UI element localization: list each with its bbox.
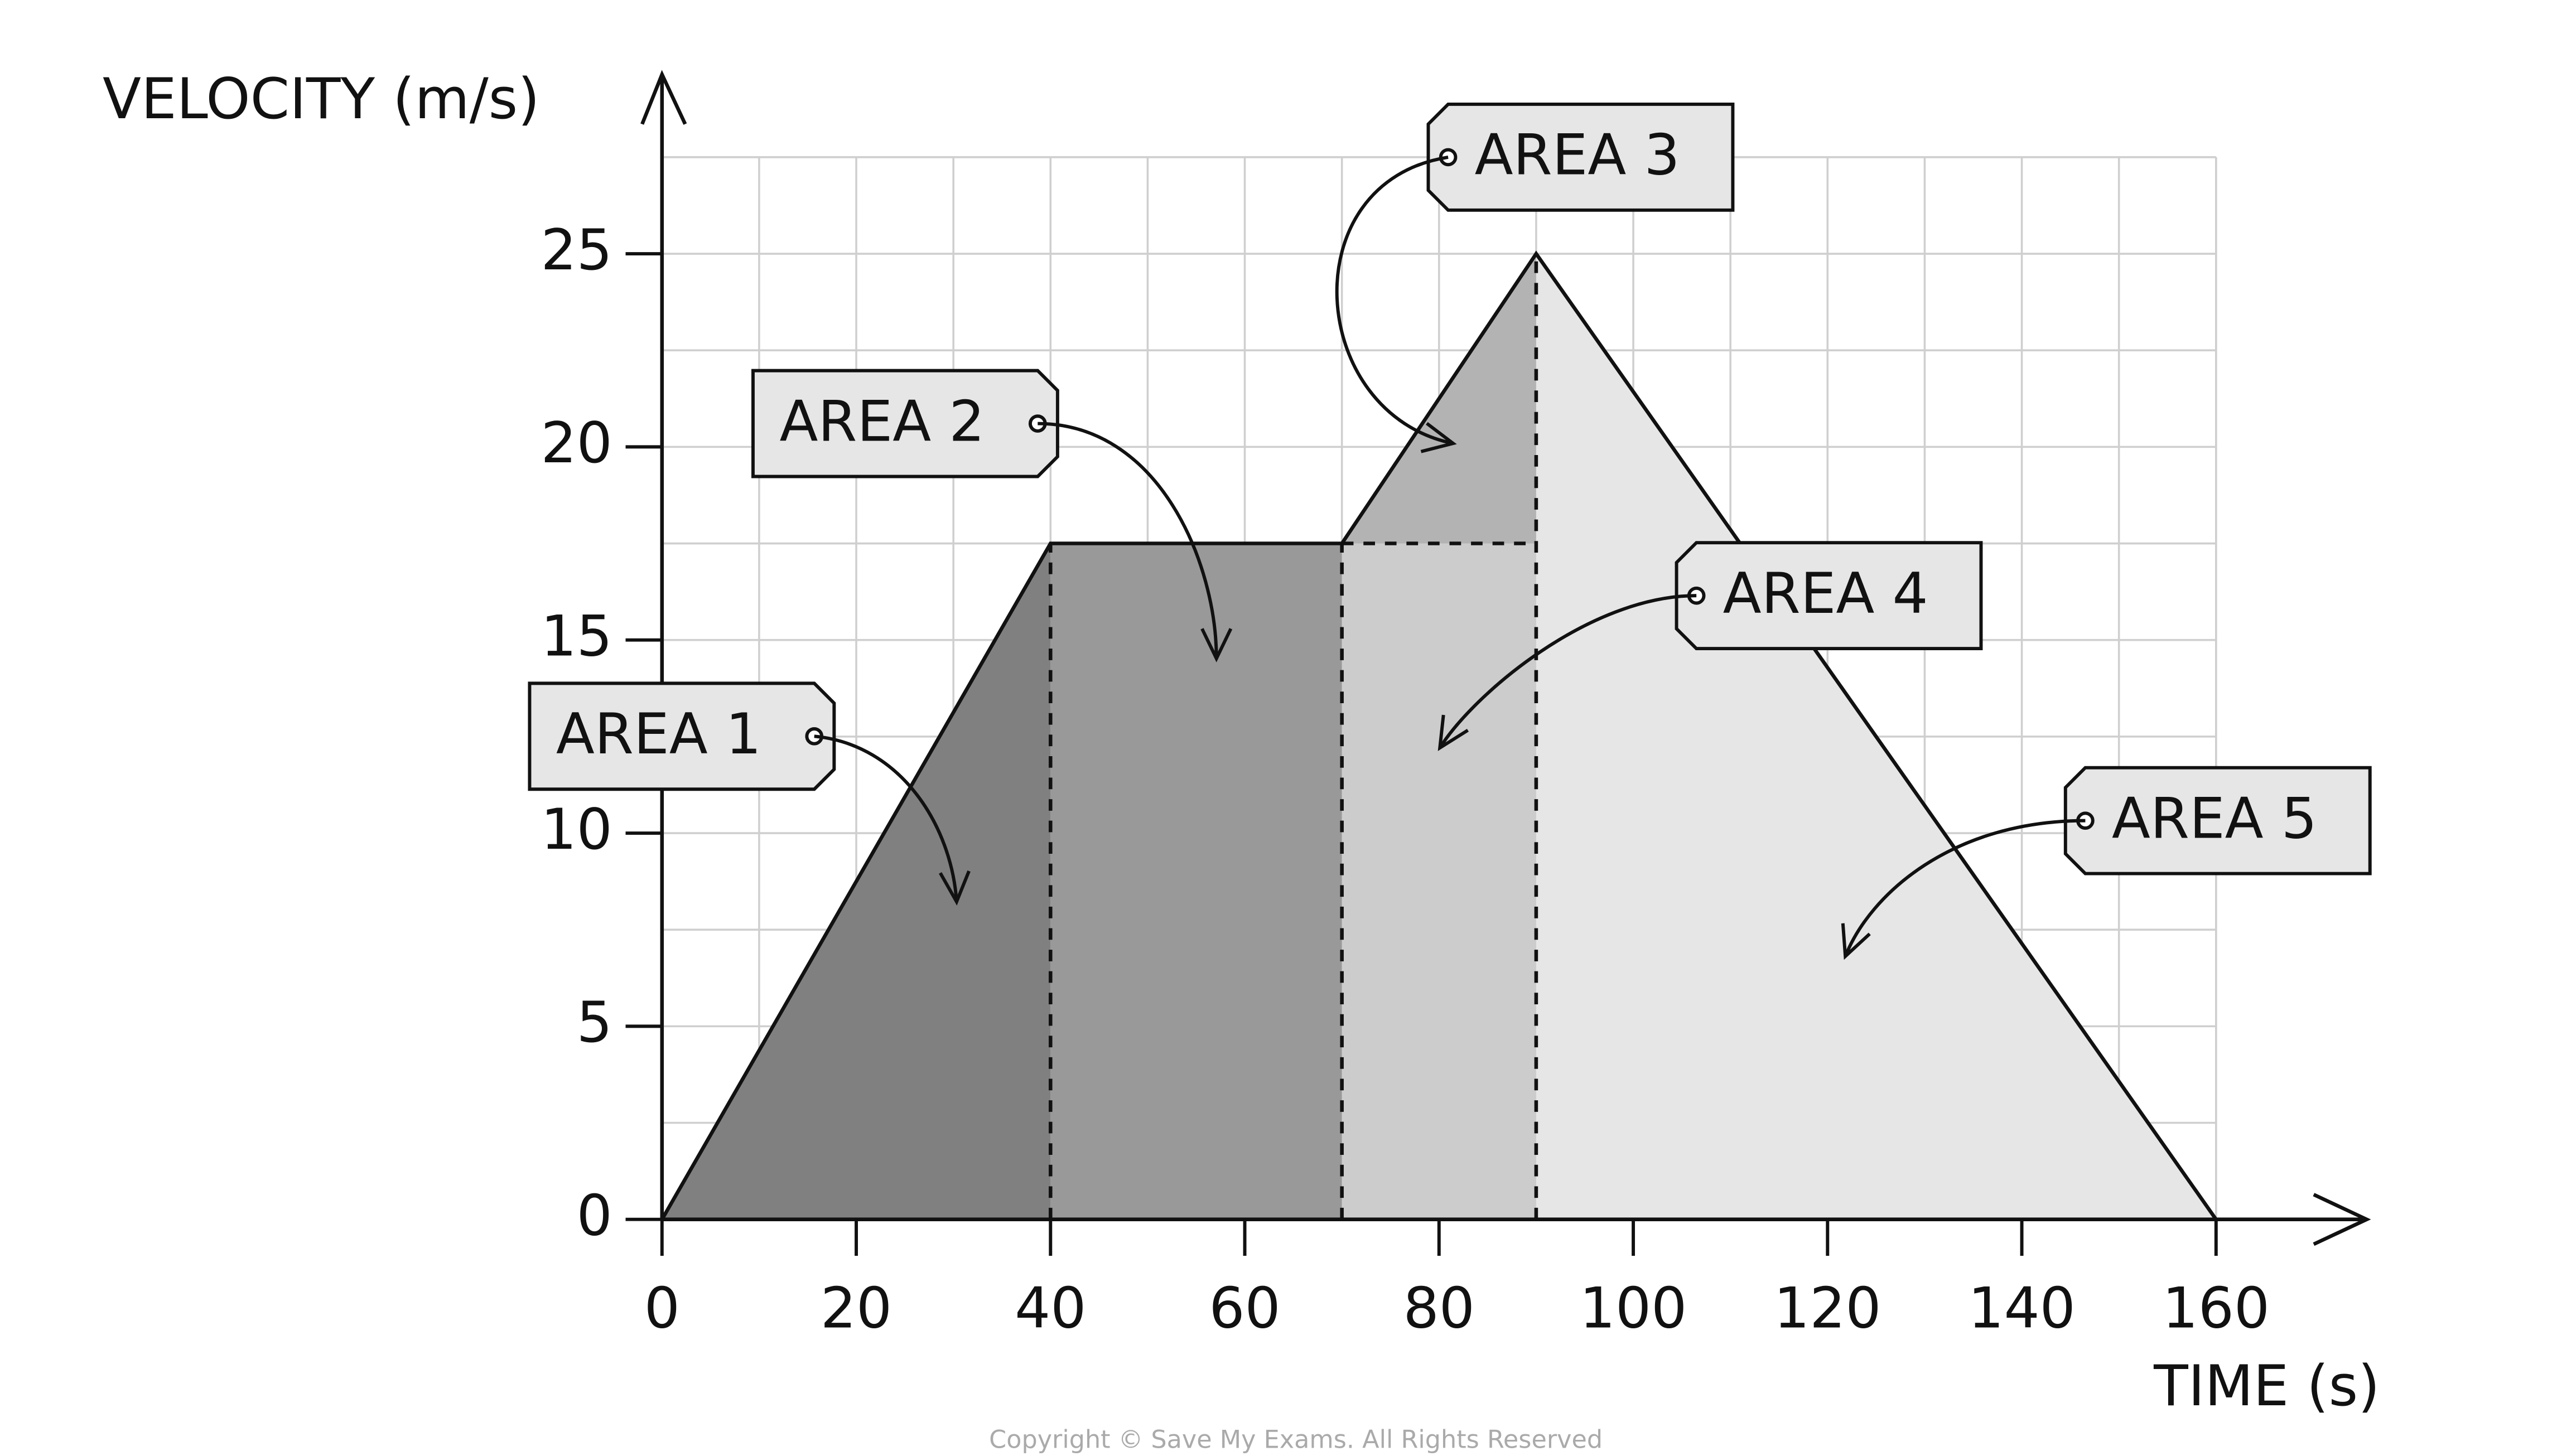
annotation-tag xyxy=(1426,102,1735,212)
arrow-head xyxy=(1437,714,1469,751)
annotation-label: AREA 4 xyxy=(1723,560,1928,626)
annotation-tag xyxy=(1675,541,1983,651)
x-tick-label: 40 xyxy=(1015,1275,1086,1341)
annotation-label: AREA 5 xyxy=(2112,785,2317,851)
x-tick-label: 80 xyxy=(1403,1275,1475,1341)
annotation-arrow xyxy=(1038,422,1218,659)
annotation-arrow xyxy=(1438,594,1697,749)
x-axis-arrow xyxy=(2313,1193,2371,1246)
x-tick-label: 160 xyxy=(2163,1275,2270,1341)
y-tick-label: 0 xyxy=(577,1183,612,1249)
x-axis-title: TIME (s) xyxy=(2153,1353,2380,1419)
annotation-tag xyxy=(751,369,1059,478)
arrow-head xyxy=(1420,422,1457,453)
x-tick-label: 100 xyxy=(1580,1275,1687,1341)
x-tick-label: 20 xyxy=(821,1275,892,1341)
x-tick-label: 120 xyxy=(1774,1275,1881,1341)
annotation-arrow xyxy=(814,734,958,902)
x-tick-label: 140 xyxy=(1968,1275,2076,1341)
y-axis-arrow xyxy=(640,70,687,125)
annotation-label: AREA 3 xyxy=(1475,122,1680,188)
annotation-label: AREA 1 xyxy=(556,701,761,767)
annotation-tag xyxy=(2063,766,2372,875)
arrow-head xyxy=(939,870,971,906)
y-tick-label: 5 xyxy=(577,989,612,1055)
arrow-head xyxy=(1841,923,1871,960)
axes xyxy=(640,70,2371,1246)
x-tick-label: 0 xyxy=(644,1275,680,1341)
arrow-head xyxy=(1200,628,1233,662)
annotation-label: AREA 2 xyxy=(779,388,985,454)
annotation-arrow xyxy=(1335,155,1454,446)
annotation-arrow xyxy=(1844,819,2086,957)
y-tick-label: 20 xyxy=(541,410,612,476)
copyright: Copyright © Save My Exams. All Rights Re… xyxy=(989,1425,1603,1454)
area-rect xyxy=(1342,543,1536,1220)
area-rect xyxy=(1050,543,1342,1220)
y-tick-label: 15 xyxy=(541,603,612,669)
y-tick-label: 10 xyxy=(541,796,612,862)
x-tick-label: 60 xyxy=(1209,1275,1280,1341)
y-axis-title: VELOCITY (m/s) xyxy=(103,66,540,132)
y-tick-label: 25 xyxy=(541,217,612,283)
labels: 0 20 40 60 80 100 120 140 160 0 5 10 15 20 25 AREA 1 ARE… xyxy=(528,102,2372,1341)
annotation-tag xyxy=(528,681,836,791)
